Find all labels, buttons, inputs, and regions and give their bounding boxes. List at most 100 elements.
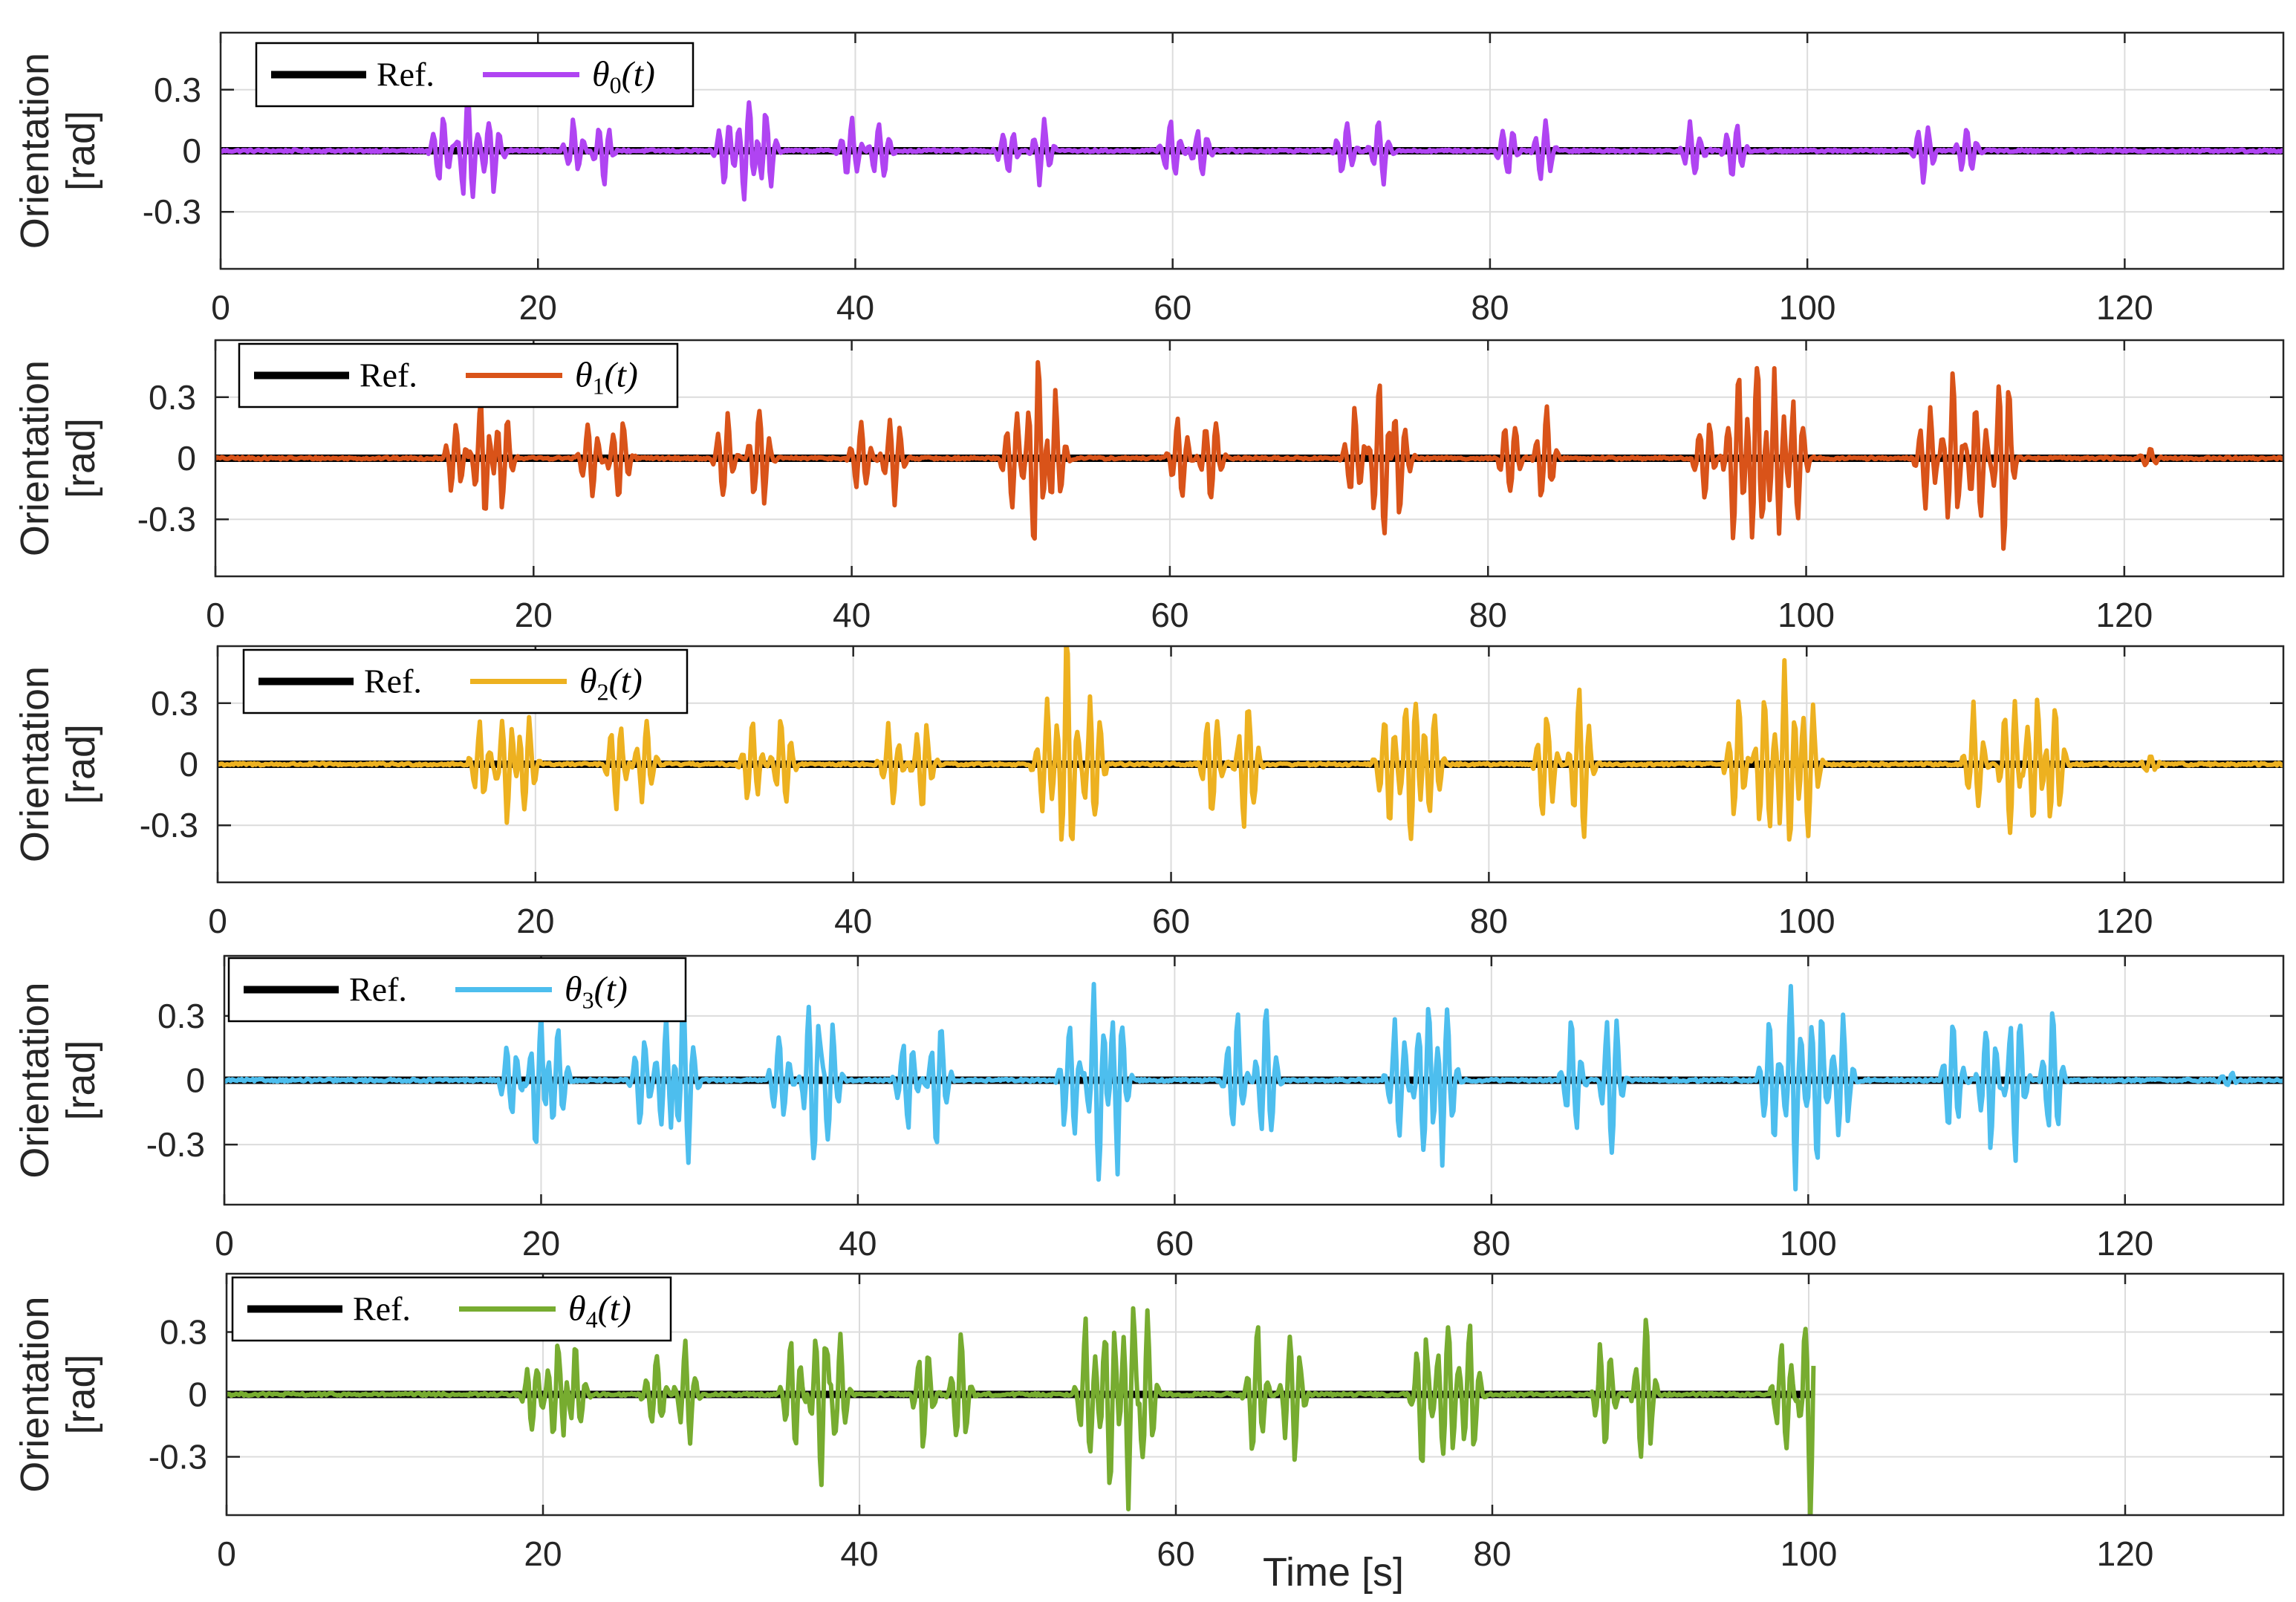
- x-tick-label: 40: [833, 596, 871, 634]
- series-theta-line: [221, 84, 2283, 202]
- legend-theta-subscript: 4: [586, 1306, 598, 1333]
- x-tick-label: 20: [516, 902, 554, 940]
- axes-frame: [216, 645, 2285, 884]
- y-axis-label-line1: Orientation: [13, 53, 57, 249]
- x-tick-label: 120: [2097, 1534, 2154, 1573]
- x-tick-label: 60: [1152, 902, 1190, 940]
- y-tick-label: 0.3: [151, 684, 198, 723]
- x-tick-label: 40: [840, 1534, 878, 1573]
- x-tick-label: 60: [1157, 1534, 1194, 1573]
- legend-theta-arg: (t): [598, 1289, 631, 1329]
- x-tick-label: 120: [2096, 902, 2153, 940]
- x-tick-label: 100: [1778, 596, 1835, 634]
- y-axis-label-line1: Orientation: [13, 1296, 57, 1492]
- series-theta-line: [224, 982, 2283, 1192]
- legend-label-theta: θ3(t): [565, 970, 628, 1014]
- x-tick-label: 40: [836, 288, 874, 327]
- axes-frame: [225, 1272, 2285, 1517]
- panel-3: 0 20 40 60 80 100 120 0.3 0 -0.3 Ref. θ3(t) Orientat…: [13, 954, 2285, 1263]
- y-tick-label: -0.3: [149, 1438, 207, 1476]
- x-tick-label: 40: [839, 1224, 877, 1263]
- y-tick-label: -0.3: [143, 192, 201, 231]
- legend-label-theta: θ0(t): [592, 55, 655, 99]
- legend-theta-symbol: θ: [568, 1289, 586, 1329]
- y-axis-label: Orientation [rad]: [13, 666, 103, 862]
- legend-label-theta: θ2(t): [579, 662, 643, 706]
- legend-label-theta: θ4(t): [568, 1289, 631, 1333]
- axes-frame: [214, 339, 2285, 578]
- y-axis-label-line1: Orientation: [13, 982, 57, 1178]
- legend-theta-symbol: θ: [579, 662, 597, 701]
- y-axis-label-line2: [rad]: [59, 418, 103, 498]
- x-tick-label: 100: [1779, 288, 1836, 327]
- y-tick-label: 0: [182, 131, 201, 170]
- x-tick-label: 0: [208, 902, 227, 940]
- y-tick-label: -0.3: [146, 1125, 205, 1164]
- legend-label-ref: Ref.: [364, 662, 422, 700]
- y-tick-label: 0.3: [149, 378, 196, 417]
- y-axis-label: Orientation [rad]: [13, 53, 103, 249]
- y-tick-label: 0: [186, 1061, 205, 1100]
- panel-1: 0 20 40 60 80 100 120 0.3 0 -0.3 Ref. θ1(t) Orientat…: [13, 339, 2285, 634]
- legend-label-ref: Ref.: [360, 356, 417, 394]
- x-axis-label: Time [s]: [1263, 1550, 1404, 1595]
- y-axis-label-line2: [rad]: [59, 724, 103, 804]
- x-tick-label: 20: [519, 288, 557, 327]
- legend-theta-arg: (t): [609, 662, 643, 701]
- x-tick-label: 120: [2095, 596, 2153, 634]
- legend-theta-arg: (t): [594, 970, 628, 1009]
- x-tick-label: 80: [1470, 902, 1508, 940]
- y-tick-label: 0: [188, 1375, 207, 1414]
- y-axis-label-line2: [rad]: [59, 1040, 103, 1120]
- x-tick-label: 80: [1471, 288, 1509, 327]
- y-axis-label: Orientation [rad]: [13, 982, 103, 1178]
- y-tick-label: 0.3: [157, 997, 205, 1035]
- legend-theta-symbol: θ: [565, 970, 582, 1009]
- series-theta-line: [215, 359, 2283, 551]
- legend-label-theta: θ1(t): [575, 356, 638, 400]
- legend-theta-arg: (t): [622, 55, 655, 94]
- legend: Ref. θ0(t): [255, 42, 695, 108]
- y-axis-label: Orientation [rad]: [13, 1296, 103, 1492]
- y-axis-label-line2: [rad]: [59, 1354, 103, 1434]
- legend-theta-subscript: 3: [582, 987, 594, 1014]
- x-tick-label: 120: [2096, 288, 2153, 327]
- legend-label-ref: Ref.: [353, 1290, 411, 1328]
- legend-theta-subscript: 1: [593, 373, 605, 400]
- x-tick-label: 80: [1469, 596, 1507, 634]
- axes-frame: [223, 954, 2285, 1206]
- legend-label-ref: Ref.: [349, 971, 407, 1009]
- y-axis-label-line1: Orientation: [13, 666, 57, 862]
- y-tick-label: 0.3: [160, 1312, 207, 1351]
- x-tick-label: 100: [1778, 902, 1835, 940]
- x-tick-label: 0: [215, 1224, 234, 1263]
- x-tick-label: 80: [1473, 1534, 1511, 1573]
- x-tick-label: 20: [522, 1224, 560, 1263]
- y-tick-label: -0.3: [137, 500, 196, 538]
- series-theta-line: [218, 646, 2283, 842]
- y-axis-label-line1: Orientation: [13, 360, 57, 556]
- x-tick-label: 100: [1780, 1534, 1838, 1573]
- legend-theta-arg: (t): [605, 356, 638, 395]
- x-tick-label: 60: [1151, 596, 1188, 634]
- legend-theta-subscript: 0: [610, 72, 622, 99]
- legend-theta-symbol: θ: [575, 356, 593, 395]
- x-tick-label: 20: [524, 1534, 562, 1573]
- y-tick-label: 0.3: [154, 71, 201, 109]
- legend: Ref. θ1(t): [238, 342, 679, 408]
- y-axis-label-line2: [rad]: [59, 111, 103, 191]
- x-tick-label: 0: [217, 1534, 236, 1573]
- x-tick-label: 0: [206, 596, 225, 634]
- x-tick-label: 100: [1780, 1224, 1837, 1263]
- y-tick-label: -0.3: [140, 806, 198, 844]
- legend: Ref. θ4(t): [231, 1276, 672, 1342]
- x-tick-label: 20: [515, 596, 553, 634]
- panel-2: 0 20 40 60 80 100 120 0.3 0 -0.3 Ref. θ2(t) Orientat…: [13, 645, 2285, 940]
- series-theta-line: [227, 1306, 1816, 1515]
- y-axis-label: Orientation [rad]: [13, 360, 103, 556]
- y-tick-label: 0: [177, 439, 196, 478]
- x-tick-label: 60: [1156, 1224, 1194, 1263]
- legend-label-ref: Ref.: [377, 56, 435, 94]
